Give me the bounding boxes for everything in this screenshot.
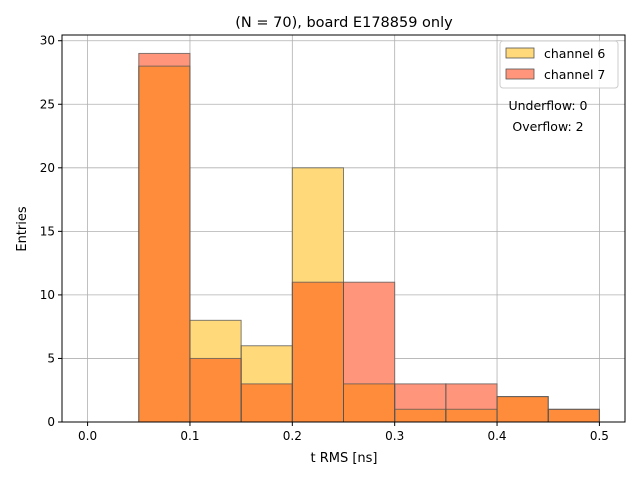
- bar-excess: [292, 167, 344, 283]
- y-tick-label: 10: [40, 288, 55, 302]
- underflow-annotation: Underflow: 0: [508, 98, 587, 113]
- bar-overlap: [292, 282, 344, 422]
- overflow-annotation: Overflow: 2: [512, 119, 583, 134]
- y-axis-label: Entries: [15, 206, 30, 252]
- legend-swatch-channel-6: [505, 47, 535, 59]
- y-tick-label: 30: [40, 34, 55, 48]
- legend-label-channel-6: channel 6: [544, 46, 605, 61]
- bar-overlap: [138, 66, 190, 422]
- bar-overlap: [497, 396, 549, 422]
- y-tick-label: 15: [40, 224, 55, 238]
- y-tick-label: 25: [40, 97, 55, 111]
- x-tick-label: 0.3: [385, 429, 404, 443]
- x-axis-ticks: 0.0 0.1 0.2 0.3 0.4 0.5: [78, 422, 609, 443]
- bar-excess: [138, 53, 190, 67]
- bar-excess: [343, 282, 395, 384]
- bar-overlap: [548, 409, 600, 422]
- x-tick-label: 0.5: [590, 429, 609, 443]
- y-tick-label: 0: [47, 415, 55, 429]
- chart-title: (N = 70), board E178859 only: [235, 15, 453, 31]
- y-tick-label: 5: [47, 351, 55, 365]
- bar-overlap: [343, 383, 395, 422]
- bar-overlap: [241, 383, 293, 422]
- y-tick-label: 20: [40, 161, 55, 175]
- bars: [138, 52, 600, 423]
- bar-excess: [189, 320, 242, 359]
- legend-swatch-channel-7: [505, 68, 535, 80]
- x-tick-label: 0.2: [283, 429, 302, 443]
- x-axis-label: t RMS [ns]: [310, 451, 377, 466]
- y-axis-ticks: 0 5 10 15 20 25 30: [40, 34, 62, 429]
- bar-overlap: [394, 409, 446, 422]
- bar-excess: [241, 345, 293, 384]
- bar-excess: [394, 383, 446, 410]
- legend: channel 6 channel 7: [499, 40, 619, 89]
- bar-excess: [445, 383, 498, 410]
- bar-overlap: [189, 358, 242, 422]
- x-tick-label: 0.1: [180, 429, 199, 443]
- plot-frame: [61, 34, 626, 423]
- x-tick-label: 0.4: [487, 429, 506, 443]
- bar-overlap: [445, 409, 498, 422]
- legend-label-channel-7: channel 7: [544, 67, 605, 82]
- x-tick-label: 0.0: [78, 429, 97, 443]
